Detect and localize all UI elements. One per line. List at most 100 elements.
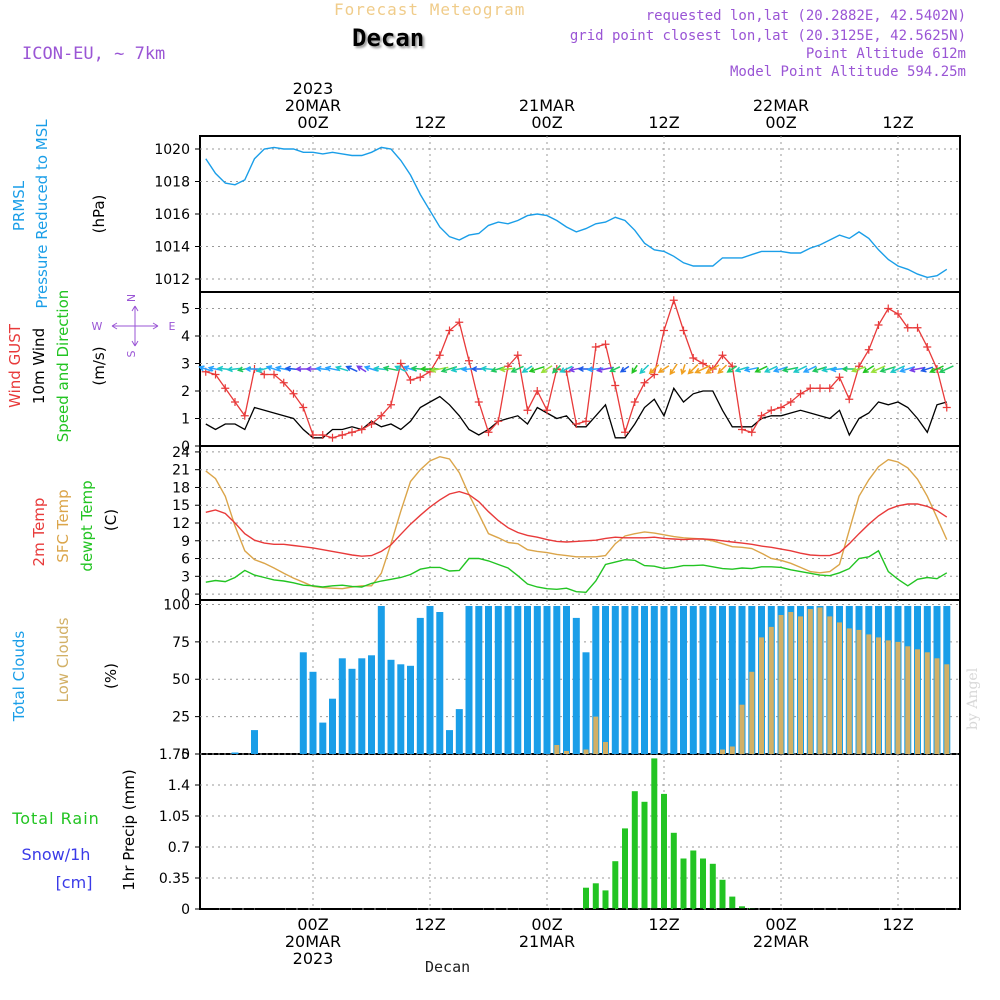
total-cloud-bar [251, 730, 258, 754]
low-cloud-bar [915, 649, 920, 754]
low-cloud-bar [827, 616, 833, 754]
total-cloud-bar [416, 617, 424, 754]
wind-direction-arrow [811, 366, 827, 373]
gust-marker [231, 398, 239, 406]
gust-marker [523, 406, 532, 415]
y-tick-label: 21 [172, 463, 190, 479]
top-time-label: 12Z [648, 113, 679, 132]
top-time-label: 12Z [882, 113, 913, 132]
bottom-time-label: 12Z [648, 915, 679, 934]
total-cloud-bar [514, 606, 522, 754]
super-title: Forecast Meteogram [334, 0, 526, 19]
total-cloud-bar [738, 606, 746, 754]
y-tick-label: 0 [181, 439, 190, 455]
low-cloud-bar [944, 664, 950, 754]
y-tick-label: 3 [181, 357, 190, 373]
y-tick-label: 3 [181, 569, 190, 585]
total-cloud-bar [377, 606, 385, 754]
pressure-unit: (hPa) [90, 195, 108, 234]
wind-direction-arrow [619, 365, 630, 373]
gust-marker [494, 417, 503, 426]
y-tick-label: 75 [172, 635, 190, 651]
gust-marker [396, 359, 405, 368]
total-cloud-bar [485, 606, 492, 754]
top-time-label: 12Z [414, 113, 445, 132]
model-label: ICON-EU, ~ 7km [22, 44, 166, 64]
gust-marker [533, 387, 542, 395]
rain-bar [602, 890, 609, 909]
rain-bar [719, 879, 726, 909]
total-cloud-bar [728, 606, 736, 754]
low-cloud-bar [837, 622, 842, 754]
total-cloud-bar [582, 652, 590, 754]
low-cloud-bar [876, 637, 881, 754]
top-time-label: 00Z [531, 113, 562, 132]
compass-ns-arrow [131, 305, 139, 347]
wind-direction-arrow [889, 365, 906, 374]
y-tick-label: 12 [172, 516, 190, 532]
total-cloud-bar [563, 606, 570, 754]
gust-marker [348, 428, 356, 437]
station-title: Decan [352, 24, 425, 52]
low-cloud-bar [759, 637, 764, 754]
rain-bar [690, 850, 697, 909]
total-cloud-bar [436, 612, 444, 754]
total-cloud-bar [699, 606, 707, 754]
gust-marker [367, 420, 376, 428]
temp-sfc-label: SFC Temp [54, 489, 72, 562]
rain-bar [622, 828, 628, 909]
total-cloud-bar [407, 665, 414, 754]
total-cloud-bar [631, 606, 639, 754]
top-time-label: 20MAR [285, 96, 341, 115]
bottom-time-label: 21MAR [519, 932, 575, 951]
wind-direction-arrow [540, 365, 553, 374]
total-cloud-bar [494, 606, 502, 754]
low-cloud-bar [564, 751, 569, 754]
wind-direction-arrow [743, 366, 759, 373]
low-cloud-bar [593, 716, 599, 754]
wind-direction-arrow [499, 366, 516, 373]
rain-bar [612, 861, 619, 909]
footer-station: Decan [425, 958, 471, 976]
clouds-low-label: Low Clouds [54, 617, 72, 702]
wind-direction-arrow [726, 365, 738, 373]
total-cloud-bar [533, 606, 541, 754]
y-tick-label: 25 [172, 710, 190, 726]
low-cloud-bar [856, 629, 862, 754]
bottom-time-label: 12Z [882, 915, 913, 934]
total-cloud-bar [397, 664, 405, 754]
wind-direction-arrow [870, 365, 886, 374]
precip-rain-label: Total Rain [11, 809, 100, 828]
rain-bar [592, 883, 599, 909]
grid-point-coords: grid point closest lon,lat (20.3125E, 42… [569, 28, 966, 44]
y-tick-label: 24 [172, 445, 190, 461]
y-tick-label: 1020 [154, 142, 190, 158]
y-tick-label: 0 [181, 902, 190, 918]
wind-direction-arrow [315, 365, 329, 372]
wind-direction-arrow [705, 364, 720, 374]
low-cloud-bar [846, 628, 852, 754]
gust-marker [270, 370, 278, 379]
point-altitude: Point Altitude 612m [805, 46, 966, 62]
rain-bar [641, 801, 648, 909]
wind-direction-arrow [879, 365, 896, 374]
y-tick-label: 1018 [154, 175, 190, 191]
gust-marker [786, 398, 795, 406]
gust-marker [260, 370, 269, 379]
total-cloud-bar [358, 658, 366, 754]
y-tick-label: 0 [181, 747, 190, 763]
wind-direction-arrow [929, 365, 944, 374]
total-cloud-bar [572, 617, 580, 754]
compass-s: S [125, 350, 138, 357]
total-cloud-bar [231, 752, 239, 754]
clouds-unit: (%) [102, 663, 120, 689]
total-cloud-bar [650, 606, 658, 754]
total-cloud-bar [680, 606, 687, 754]
rain-bar [631, 791, 638, 909]
wind-direction-arrow [394, 365, 407, 373]
wind-direction-arrow [363, 365, 379, 372]
wind-direction-arrow [862, 365, 875, 374]
wind-direction-arrow [717, 364, 728, 374]
wind-direction-arrow [802, 365, 817, 373]
